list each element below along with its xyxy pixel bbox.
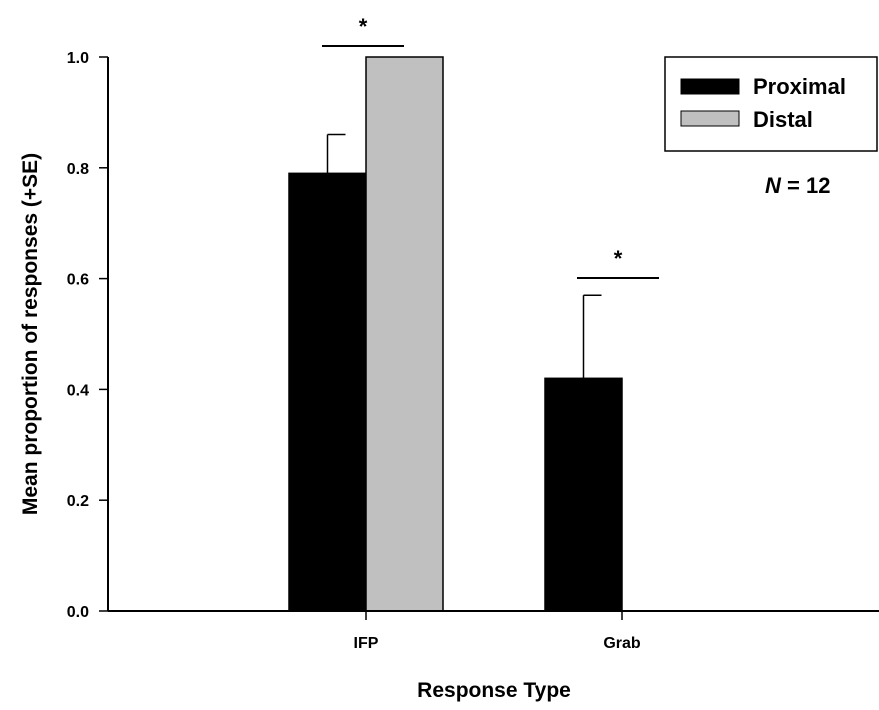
legend-box — [664, 56, 878, 152]
legend-label-distal: Distal — [753, 107, 813, 132]
legend-label-proximal: Proximal — [753, 74, 846, 99]
y-axis-title: Mean proportion of responses (+SE) — [19, 153, 42, 515]
significance-star-grab: * — [614, 246, 623, 271]
bar-ifp-proximal — [288, 172, 367, 612]
legend-swatch-distal — [680, 110, 740, 127]
x-axis-title: Response Type — [417, 679, 571, 702]
legend-swatch-proximal — [680, 78, 740, 95]
y-tick-label-2: 0.4 — [67, 382, 89, 399]
y-tick-label-5: 1.0 — [67, 50, 89, 67]
x-tick-label-ifp: IFP — [354, 635, 379, 652]
bar-grab-proximal — [544, 377, 623, 612]
bar-ifp-distal — [365, 56, 444, 612]
sample-size-n: N — [765, 173, 782, 198]
y-tick-label-1: 0.2 — [67, 493, 89, 510]
significance-star-ifp: * — [359, 14, 368, 39]
y-tick-label-3: 0.6 — [67, 272, 89, 289]
y-tick-label-0: 0.0 — [67, 604, 89, 621]
x-tick-label-grab: Grab — [603, 635, 641, 652]
plot-area: 0.0 0.2 0.4 0.6 0.8 1.0 IFP Grab * * — [67, 14, 879, 652]
legend: Proximal Distal — [664, 56, 878, 152]
sample-size-annotation: N = 12 — [765, 173, 830, 198]
y-tick-label-4: 0.8 — [67, 161, 89, 178]
sample-size-value: = 12 — [781, 173, 831, 198]
